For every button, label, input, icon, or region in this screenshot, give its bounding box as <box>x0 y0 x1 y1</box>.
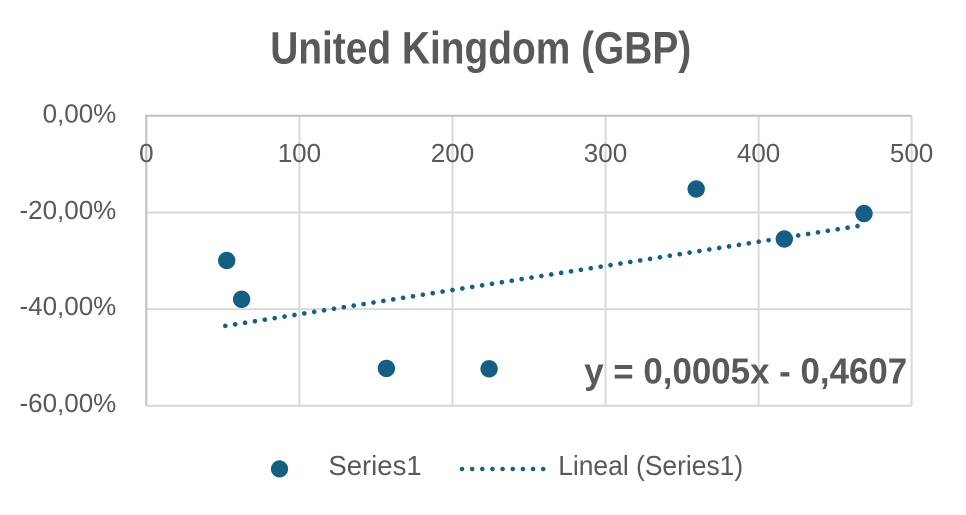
svg-text:-20,00%: -20,00% <box>19 195 116 225</box>
svg-text:0,00%: 0,00% <box>43 99 117 129</box>
svg-text:United Kingdom (GBP): United Kingdom (GBP) <box>270 23 691 74</box>
svg-text:300: 300 <box>584 138 627 168</box>
svg-text:-60,00%: -60,00% <box>19 388 116 418</box>
svg-text:400: 400 <box>737 138 780 168</box>
svg-text:Series1: Series1 <box>328 450 421 481</box>
svg-text:Lineal (Series1): Lineal (Series1) <box>558 450 743 481</box>
svg-text:-40,00%: -40,00% <box>19 291 116 321</box>
svg-text:0: 0 <box>139 138 153 168</box>
svg-text:y = 0,0005x - 0,4607: y = 0,0005x - 0,4607 <box>584 350 907 391</box>
svg-text:200: 200 <box>431 138 474 168</box>
svg-text:500: 500 <box>890 138 933 168</box>
svg-text:100: 100 <box>278 138 321 168</box>
